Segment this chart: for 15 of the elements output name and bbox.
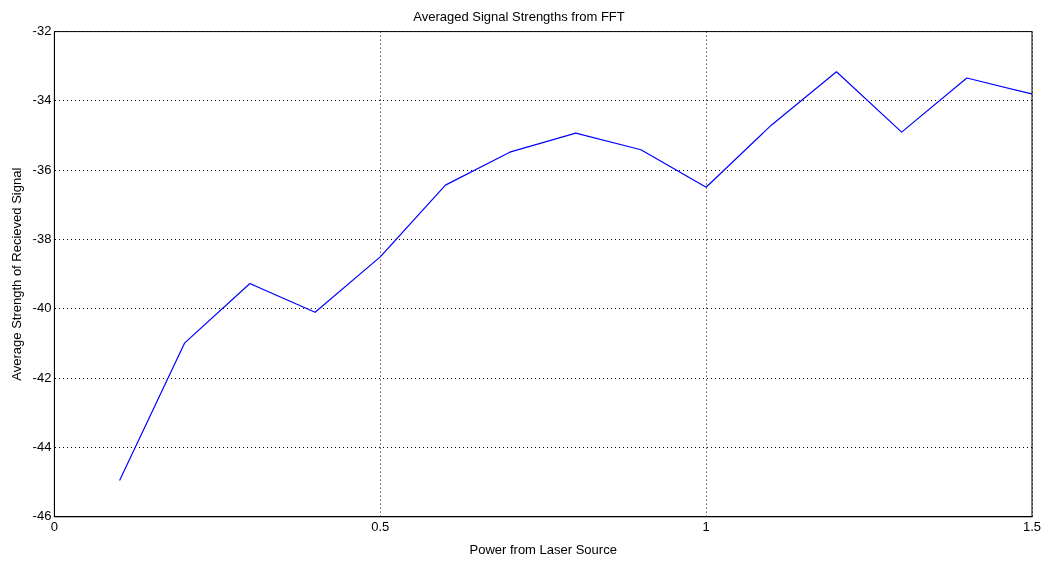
y-tick-label: -46 (32, 508, 52, 524)
y-tick-label: -44 (32, 439, 52, 455)
y-tick-label: -40 (32, 300, 52, 316)
y-tick-label: -34 (32, 92, 52, 108)
x-tick-label: 0 (50, 519, 59, 535)
chart-title: Averaged Signal Strengths from FFT (413, 9, 625, 25)
x-tick-label: 0.5 (371, 519, 390, 535)
y-axis-title: Average Strength of Recieved Signal (9, 167, 25, 381)
y-tick-label: -38 (32, 231, 52, 247)
x-tick-label: 1 (702, 519, 710, 535)
x-axis-title: Power from Laser Source (469, 541, 617, 557)
y-tick-label: -36 (32, 161, 52, 177)
x-tick-label: 1.5 (1022, 519, 1042, 535)
y-tick-label: -42 (32, 369, 52, 385)
y-tick-label: -32 (32, 23, 52, 39)
